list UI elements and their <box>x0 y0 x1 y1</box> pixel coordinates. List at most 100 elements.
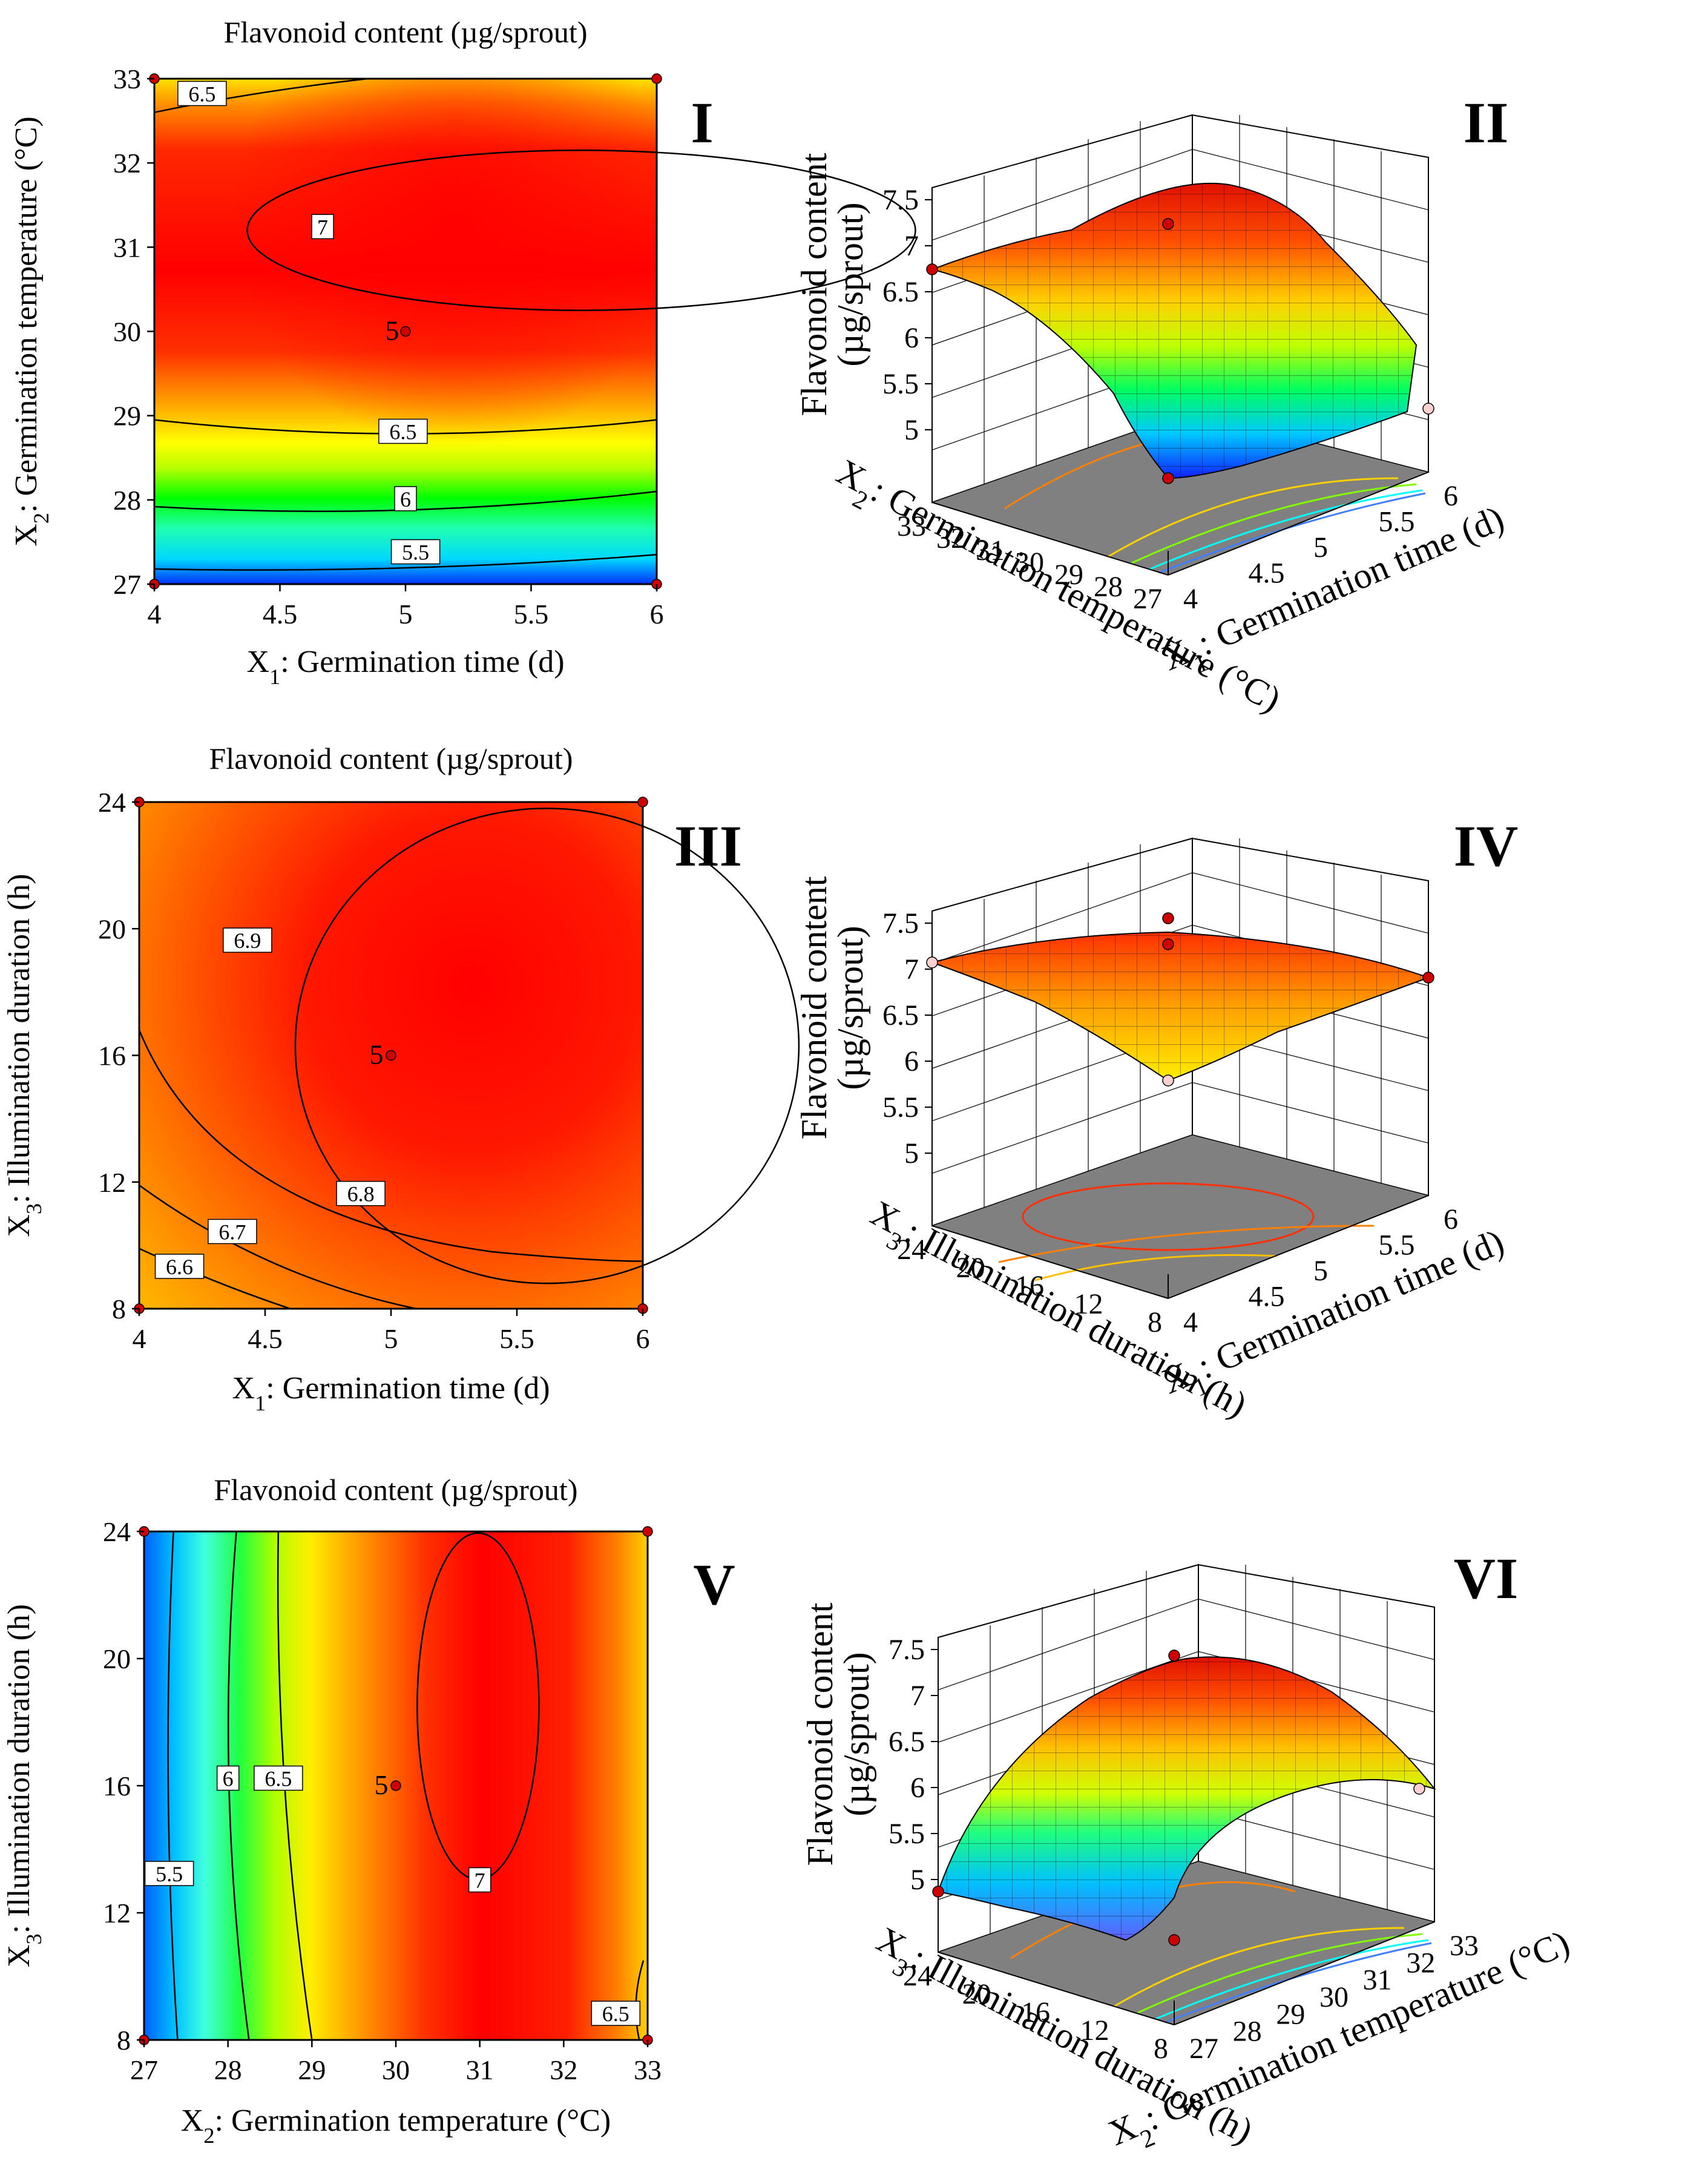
design-point <box>1422 972 1434 984</box>
design-point <box>1168 1934 1180 1946</box>
y-axis-label: X3: Illumination duration (h) <box>2 873 46 1237</box>
panel-tag: I <box>691 90 713 155</box>
panel-tag: VI <box>1454 1546 1519 1611</box>
x-tick-label: 5.5 <box>499 1323 534 1354</box>
contour-label: 6.5 <box>254 1765 303 1791</box>
floor-contour <box>1165 1942 1432 2024</box>
x-tick-label: 32 <box>550 2054 577 2085</box>
wall-grid <box>1192 872 1429 934</box>
floor-contour <box>1107 477 1399 558</box>
contour-label: 6.8 <box>336 1180 386 1206</box>
x-tick-label: 5.5 <box>514 599 549 630</box>
wall-grid <box>1192 1082 1429 1143</box>
center-point <box>386 1050 396 1061</box>
y-tick-label: 8 <box>117 2025 131 2056</box>
contour-label: 6.9 <box>223 927 272 953</box>
y-tick-label: 24 <box>98 787 126 818</box>
y-tick-label: 27 <box>1133 583 1162 615</box>
floor-contour <box>1155 1939 1429 2020</box>
contour-label-text: 6 <box>400 487 411 511</box>
contour-label-box <box>468 1867 491 1893</box>
z-axis-label: Flavonoid content <box>800 1602 840 1866</box>
z-tick-label: 6.5 <box>889 1726 925 1758</box>
y-tick-label: 20 <box>98 913 126 944</box>
wall-grid <box>1192 149 1429 211</box>
y-tick-label: 16 <box>1015 1270 1044 1302</box>
contour-label-text: 6.8 <box>347 1182 375 1206</box>
y-tick-label: 33 <box>113 64 141 94</box>
y-tick-label: 16 <box>103 1771 131 1801</box>
surface-mesh <box>938 1657 1434 1940</box>
contour-label: 6.5 <box>591 2001 641 2026</box>
design-point <box>1162 472 1174 484</box>
center-point-label: 5 <box>386 315 399 346</box>
contour-label: 6.5 <box>177 81 227 107</box>
floor-contour <box>1137 1933 1423 2014</box>
contour-label-text: 5.5 <box>156 1862 183 1886</box>
floor-contour <box>1149 489 1423 570</box>
y-tick-label: 30 <box>1015 547 1044 579</box>
z-tick-label: 7 <box>910 1680 925 1712</box>
design-point <box>642 1526 653 1537</box>
design-point <box>932 1886 944 1898</box>
x-tick-label: 29 <box>298 2054 326 2085</box>
panel-title: Flavonoid content (µg/sprout) <box>209 742 573 775</box>
y-tick-label: 24 <box>897 1234 926 1266</box>
x-tick-label: 31 <box>1363 1964 1392 1996</box>
x-tick-label: 4.5 <box>1249 1281 1285 1313</box>
x-tick-label: 29 <box>1276 1998 1305 2030</box>
contour-label: 6 <box>216 1765 240 1791</box>
y-tick-label: 32 <box>113 148 141 179</box>
y-tick-label: 16 <box>98 1041 126 1071</box>
y-axis-line <box>931 502 1169 576</box>
design-point <box>1422 403 1434 415</box>
contour-label-box <box>177 81 227 107</box>
z-tick-label: 5.5 <box>889 1818 925 1850</box>
contour-label-box <box>390 539 441 565</box>
x-tick-label: 5 <box>384 1323 398 1354</box>
wall-grid <box>931 872 1193 964</box>
wall-grid <box>931 1082 1193 1174</box>
x-axis-line <box>1168 1195 1429 1299</box>
y-axis-label: X2: Germination temperature (°C) <box>9 116 53 546</box>
contour-line-6.7 <box>139 1184 416 1310</box>
contour-label: 6.6 <box>154 1254 205 1279</box>
wall-grid <box>938 1599 1199 1691</box>
design-point <box>926 956 938 969</box>
y-tick-label: 28 <box>1094 571 1123 603</box>
center-point <box>400 326 411 337</box>
z-tick-label: 5 <box>904 414 919 446</box>
y-tick-label: 24 <box>903 1960 932 1992</box>
x-tick-label: 27 <box>130 2054 158 2085</box>
z-axis-label: Flavonoid content <box>794 153 834 416</box>
design-point <box>1168 1650 1180 1662</box>
x-tick-label: 28 <box>214 2054 242 2085</box>
contour-label-box <box>336 1180 386 1206</box>
y-tick-label: 12 <box>103 1898 131 1929</box>
contour-label-text: 7 <box>317 215 328 239</box>
contour-label-text: 6.9 <box>234 929 261 953</box>
contour-label: 6.7 <box>208 1219 257 1244</box>
panel-title: Flavonoid content (µg/sprout) <box>214 1473 578 1507</box>
z-tick-label: 6 <box>904 1045 919 1077</box>
x-axis-line <box>1174 1921 1435 2025</box>
panel-tag: II <box>1464 90 1509 155</box>
contour-label: 7 <box>311 214 334 239</box>
z-tick-label: 7 <box>904 230 919 262</box>
contour-plot-I: 7 6.5 6 5.5 6.5 5 4 4.5 5 5.5 6 27 28 29 30 31 32 33 Flavo… <box>9 15 916 689</box>
design-point <box>926 263 938 275</box>
x-tick-label: 4.5 <box>263 599 298 630</box>
y-tick-label: 16 <box>1021 1996 1050 2028</box>
panel-tag: V <box>693 1552 735 1617</box>
z-tick-label: 7.5 <box>882 907 919 939</box>
x-tick-label: 27 <box>1189 2033 1218 2065</box>
surface-mesh <box>932 932 1428 1080</box>
design-point <box>637 797 648 807</box>
z-tick-label: 5 <box>910 1864 925 1896</box>
design-point <box>1162 1074 1174 1087</box>
contour-label-text: 6 <box>223 1767 234 1791</box>
contour-line-5.5 <box>154 554 657 571</box>
